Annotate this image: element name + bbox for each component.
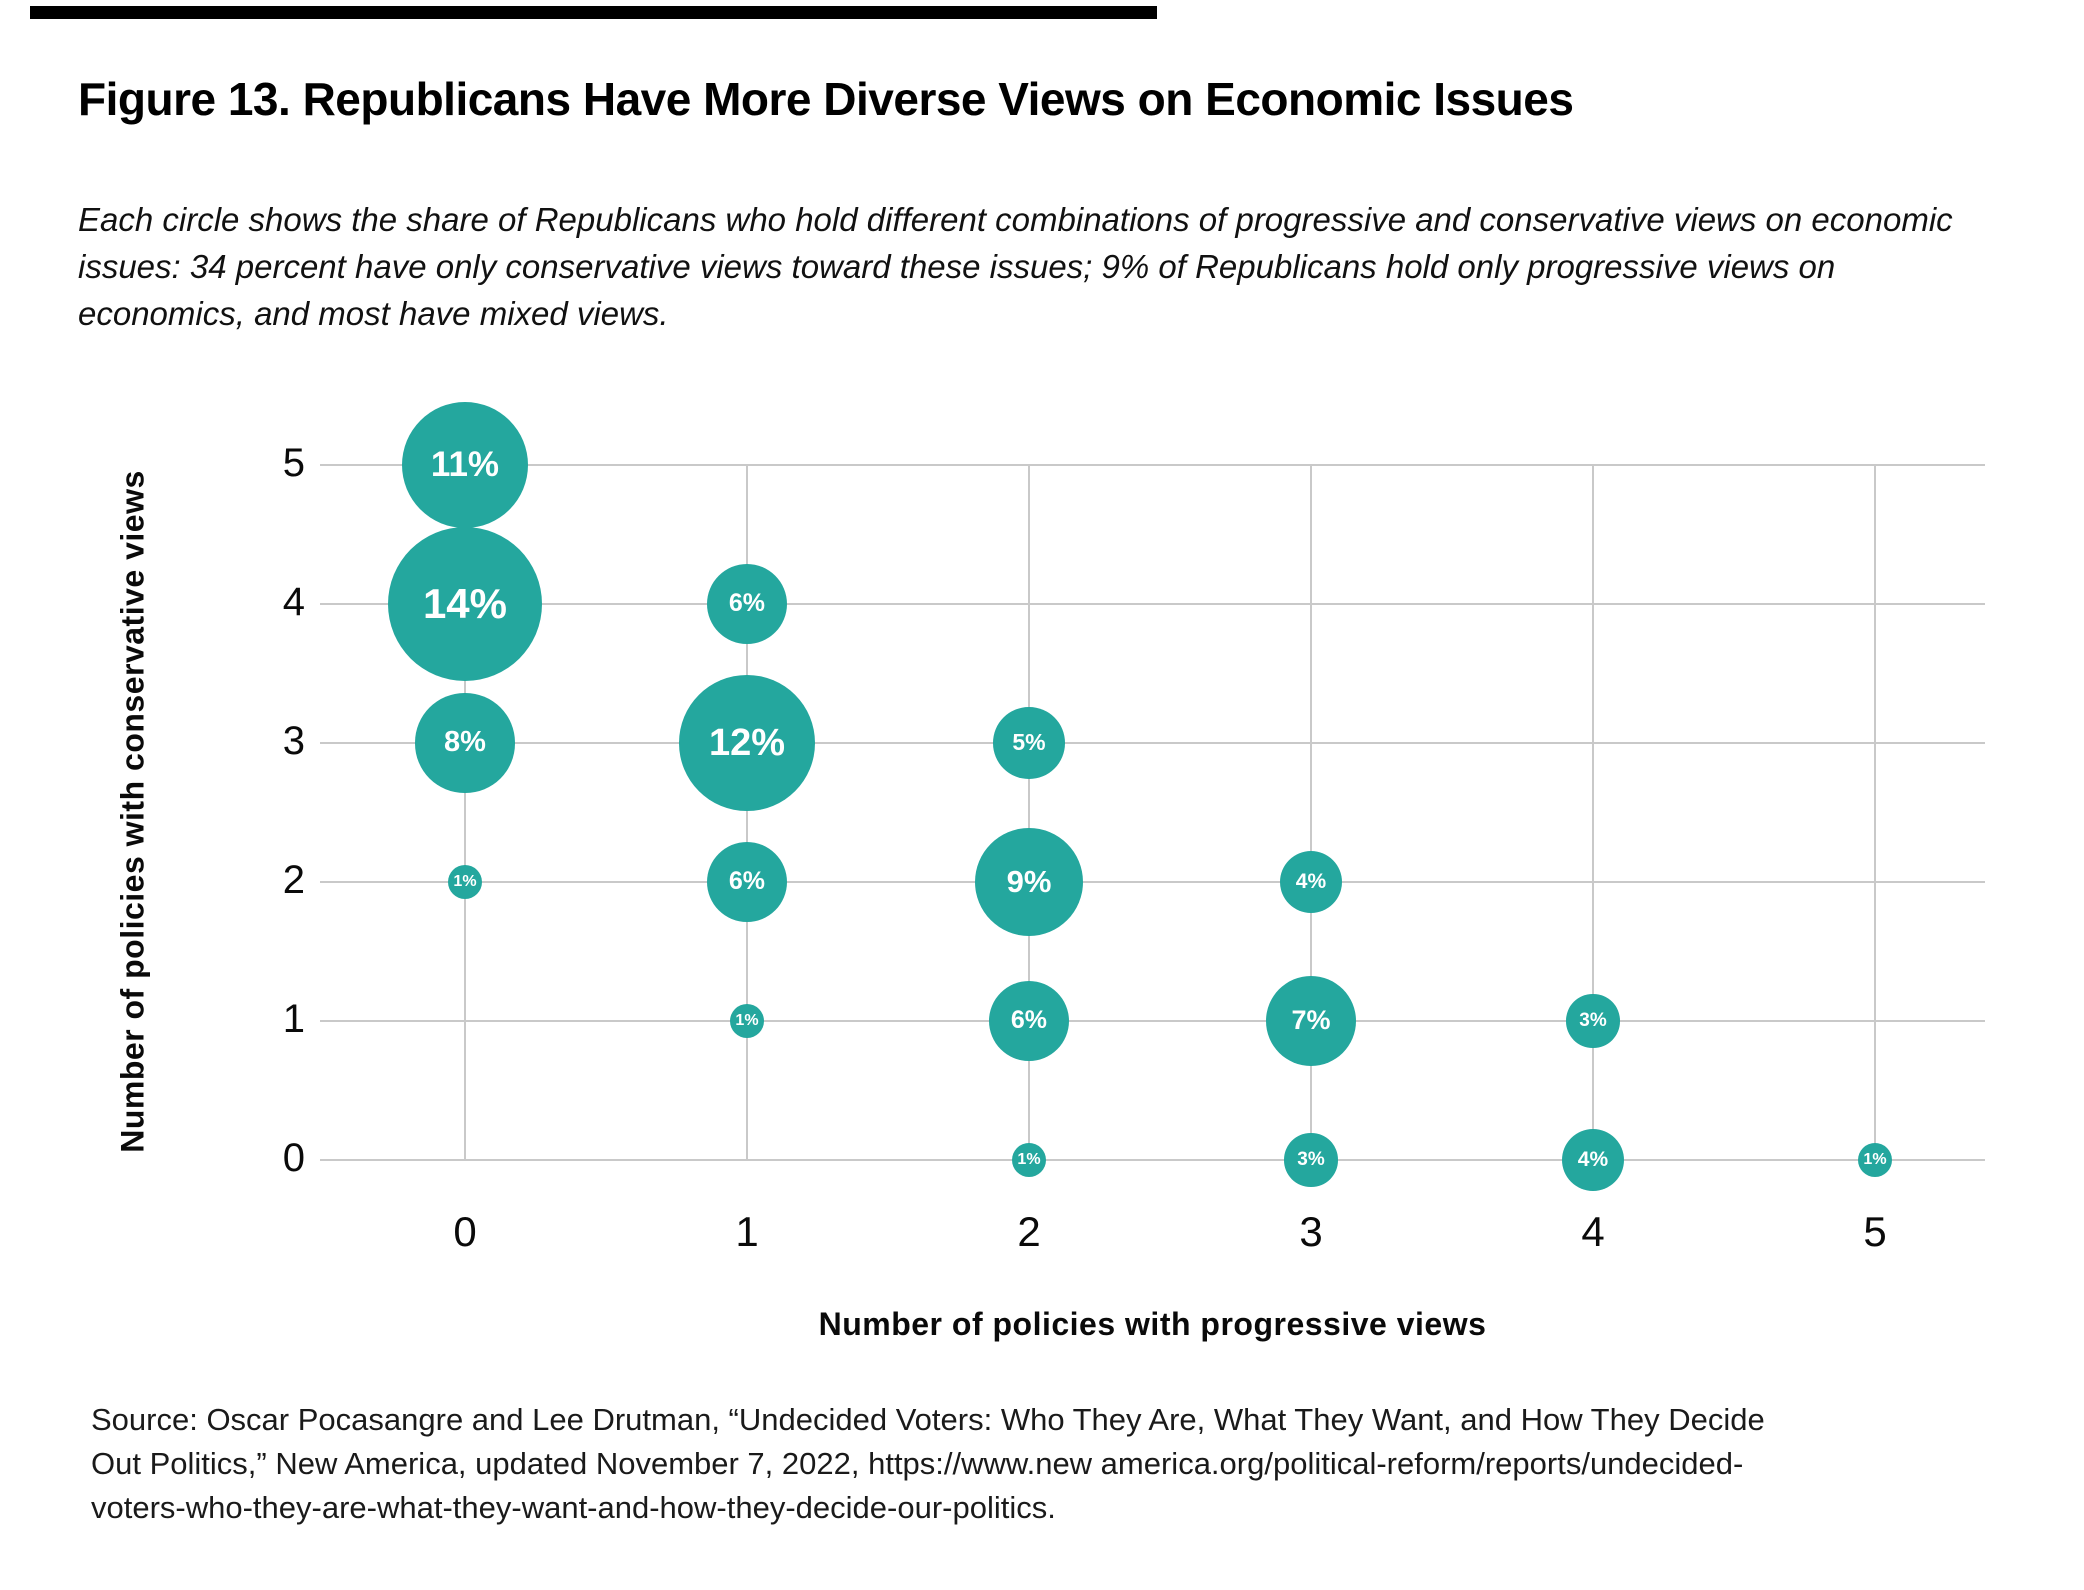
bubble-x5-y0: 1%	[1857, 1142, 1893, 1178]
y-tick-label: 2	[282, 858, 305, 902]
bubble-x2-y3: 5%	[993, 707, 1065, 779]
v-gridline	[746, 465, 748, 1160]
bubble-x4-y1: 3%	[1566, 994, 1620, 1048]
h-gridline	[320, 1159, 1985, 1161]
bubble-x0-y5: 11%	[401, 401, 529, 529]
x-tick-label: 2	[1017, 1208, 1041, 1255]
v-gridline	[1874, 465, 1876, 1160]
bubble-value-label: 1%	[1863, 1150, 1887, 1168]
x-axis-title: Number of policies with progressive view…	[818, 1306, 1487, 1342]
v-gridline	[464, 465, 466, 1160]
x-tick-label: 4	[1581, 1208, 1605, 1255]
bubble-x3-y0: 3%	[1284, 1133, 1338, 1187]
bubble-value-label: 1%	[735, 1011, 759, 1029]
v-gridline	[1310, 465, 1312, 1160]
x-tick-label: 3	[1299, 1208, 1323, 1255]
source-note: Source: Oscar Pocasangre and Lee Drutman…	[91, 1398, 2011, 1530]
subtitle-line: issues: 34 percent have only conservativ…	[78, 248, 1836, 285]
bubble-x0-y3: 8%	[415, 693, 515, 793]
figure-subtitle: Each circle shows the share of Republica…	[78, 196, 1998, 337]
y-tick-label: 1	[282, 997, 305, 1041]
bubble-value-label: 6%	[1010, 1006, 1048, 1035]
v-gridline	[1028, 465, 1030, 1160]
bubble-x2-y0: 1%	[1011, 1142, 1047, 1178]
y-tick-label: 5	[282, 441, 305, 485]
bubble-value-label: 9%	[1006, 864, 1052, 900]
v-gridline	[1592, 465, 1594, 1160]
bubble-value-label: 3%	[1297, 1149, 1325, 1171]
h-gridline	[320, 742, 1985, 744]
subtitle-line: Each circle shows the share of Republica…	[78, 201, 1953, 238]
x-tick-label: 0	[453, 1208, 477, 1255]
h-gridline	[320, 464, 1985, 466]
figure-title: Figure 13. Republicans Have More Diverse…	[78, 73, 1574, 125]
h-gridline	[320, 881, 1985, 883]
bubble-x0-y2: 1%	[447, 864, 483, 900]
bubble-value-label: 3%	[1579, 1010, 1607, 1032]
h-gridline	[320, 1020, 1985, 1022]
bubble-value-label: 7%	[1291, 1005, 1331, 1036]
x-tick-label: 5	[1863, 1208, 1887, 1255]
bubble-x1-y2: 6%	[706, 841, 788, 923]
subtitle-line: economics, and most have mixed views.	[78, 295, 669, 332]
source-line: voters-who-they-are-what-they-want-and-h…	[91, 1490, 1056, 1525]
y-axis-title: Number of policies with conservative vie…	[114, 469, 151, 1153]
bubble-x0-y4: 14%	[387, 526, 542, 681]
bubble-x2-y2: 9%	[974, 827, 1084, 937]
y-tick-label: 0	[282, 1136, 305, 1180]
x-tick-label: 1	[735, 1208, 759, 1255]
bubble-value-label: 14%	[422, 579, 508, 627]
bubble-x3-y2: 4%	[1279, 850, 1343, 914]
top-rule	[30, 6, 1157, 19]
bubble-value-label: 8%	[444, 726, 486, 759]
bubble-value-label: 11%	[430, 445, 500, 485]
bubble-x1-y4: 6%	[706, 563, 788, 645]
bubble-x2-y1: 6%	[988, 980, 1070, 1062]
h-gridline	[320, 603, 1985, 605]
bubble-value-label: 4%	[1577, 1148, 1609, 1172]
source-line: Out Politics,” New America, updated Nove…	[91, 1446, 1744, 1481]
bubble-value-label: 1%	[1017, 1150, 1041, 1168]
bubble-value-label: 4%	[1295, 870, 1327, 894]
bubble-value-label: 6%	[728, 589, 766, 618]
bubble-value-label: 1%	[453, 872, 477, 890]
source-line: Source: Oscar Pocasangre and Lee Drutman…	[91, 1402, 1765, 1437]
bubble-x3-y1: 7%	[1266, 976, 1356, 1066]
bubble-x1-y3: 12%	[679, 675, 815, 811]
y-tick-label: 4	[282, 580, 305, 624]
bubble-value-label: 12%	[708, 721, 786, 764]
bubble-x1-y1: 1%	[729, 1003, 765, 1039]
bubble-x4-y0: 4%	[1561, 1128, 1625, 1192]
bubble-value-label: 6%	[728, 867, 766, 896]
bubble-value-label: 5%	[1012, 729, 1046, 756]
y-tick-label: 3	[282, 719, 305, 763]
